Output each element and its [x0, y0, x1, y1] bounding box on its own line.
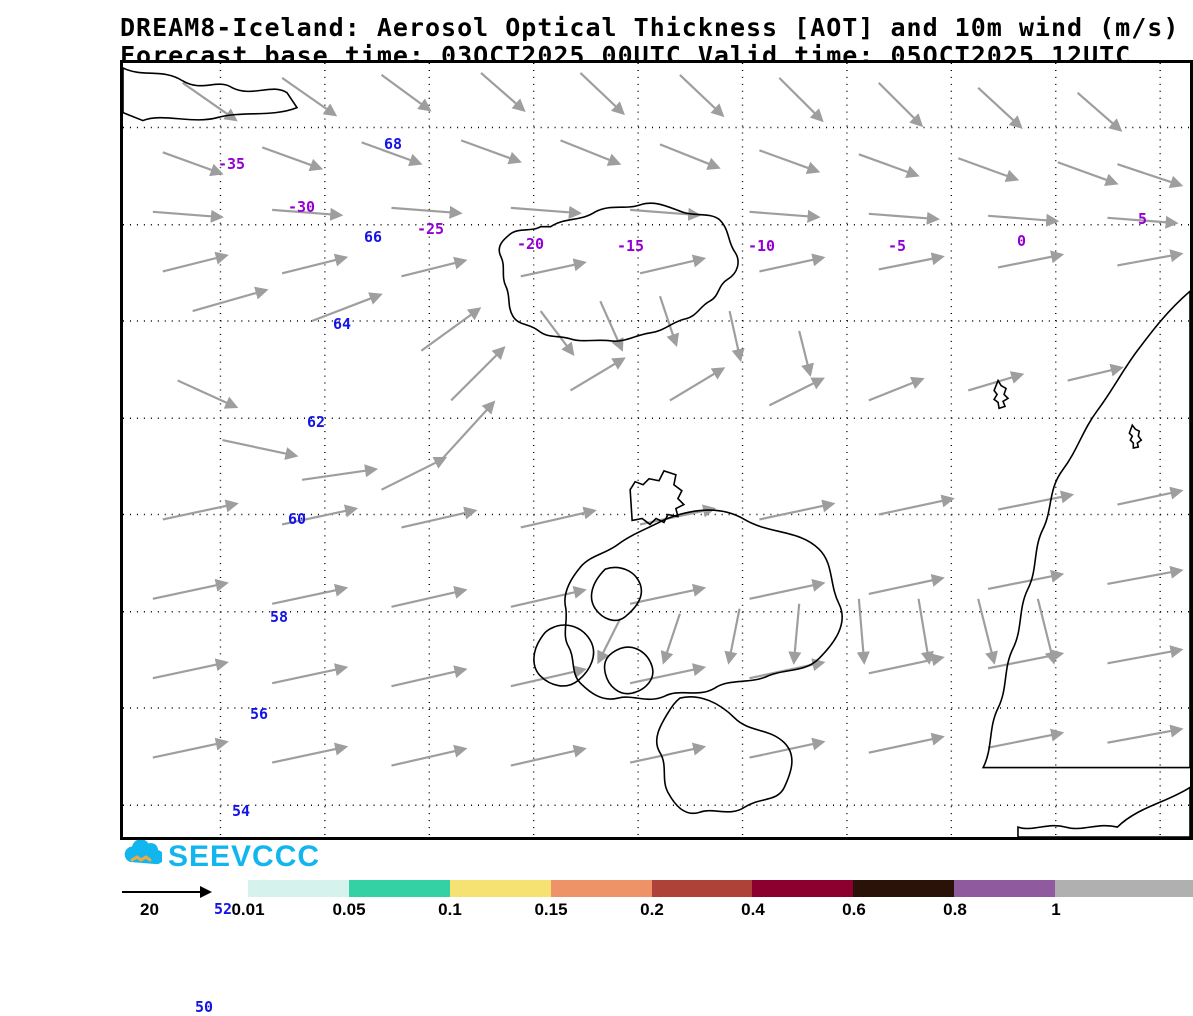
lat-label-6: 56 — [250, 705, 268, 723]
colorbar-seg-7 — [954, 880, 1055, 897]
lat-label-0: 68 — [384, 135, 402, 153]
colorbar-seg-1 — [349, 880, 450, 897]
lat-label-3: 62 — [307, 413, 325, 431]
cb-label-0: 0.01 — [231, 900, 264, 920]
lon-label-6: -5 — [888, 237, 906, 255]
lon-label-4: -15 — [617, 237, 644, 255]
cb-label-6: 0.6 — [842, 900, 866, 920]
colorbar-seg-2 — [450, 880, 551, 897]
cb-label-4: 0.2 — [640, 900, 664, 920]
lat-label-4: 60 — [288, 510, 306, 528]
cb-label-7: 0.8 — [943, 900, 967, 920]
wind-scale-arrow: 20 — [120, 880, 220, 915]
lon-label-0: -35 — [218, 155, 245, 173]
colorbar-labels: 0.01 0.05 0.1 0.15 0.2 0.4 0.6 0.8 1 — [248, 900, 1193, 925]
aot-colorbar — [248, 880, 1193, 897]
legend-row: 20 0.01 0.05 0.1 0.15 0.2 0.4 0.6 0.8 1 — [120, 878, 1193, 928]
colorbar-seg-6 — [853, 880, 954, 897]
logo-seevccc: SEEVCCC — [120, 838, 420, 876]
lon-label-8: 5 — [1138, 210, 1147, 228]
cb-label-3: 0.15 — [534, 900, 567, 920]
cb-label-2: 0.1 — [438, 900, 462, 920]
colorbar-seg-8 — [1055, 880, 1193, 897]
lon-label-7: 0 — [1017, 232, 1026, 250]
logo-label: SEEVCCC — [168, 840, 320, 874]
grid-lines — [123, 63, 1190, 837]
lon-label-1: -30 — [288, 198, 315, 216]
map-svg — [123, 63, 1190, 837]
colorbar-seg-4 — [652, 880, 753, 897]
cloud-icon — [120, 840, 162, 874]
colorbar-seg-3 — [551, 880, 652, 897]
lat-label-1: 66 — [364, 228, 382, 246]
colorbar-seg-0 — [248, 880, 349, 897]
wind-scale-label: 20 — [140, 900, 159, 920]
cb-label-8: 1 — [1051, 900, 1060, 920]
lon-label-2: -25 — [417, 220, 444, 238]
lat-label-5: 58 — [270, 608, 288, 626]
cb-label-1: 0.05 — [332, 900, 365, 920]
lon-label-3: -20 — [517, 235, 544, 253]
lat-label-2: 64 — [333, 315, 351, 333]
lat-label-9: 50 — [195, 998, 213, 1016]
lon-label-5: -10 — [748, 237, 775, 255]
map-panel — [120, 60, 1193, 840]
colorbar-seg-5 — [752, 880, 853, 897]
cb-label-5: 0.4 — [741, 900, 765, 920]
lat-label-7: 54 — [232, 802, 250, 820]
